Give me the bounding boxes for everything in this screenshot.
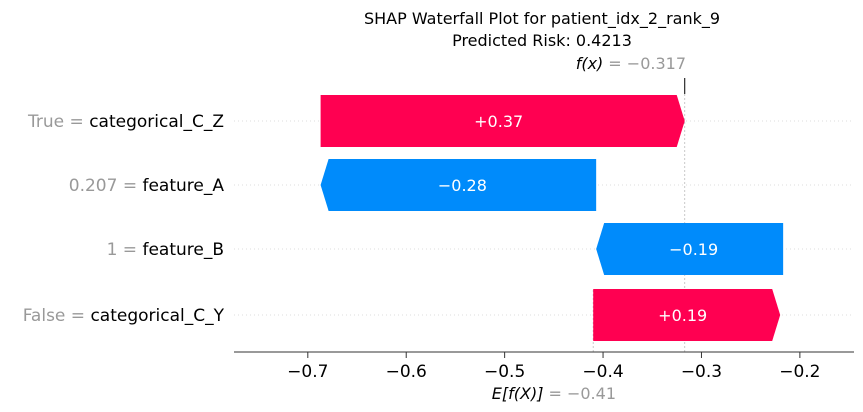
x-tick-label: −0.3 — [681, 362, 722, 382]
feature-label: False = categorical_C_Y — [23, 306, 225, 326]
base-value-annotation: E[f(X)] = −0.41 — [492, 384, 616, 403]
chart-subtitle: Predicted Risk: 0.4213 — [452, 31, 632, 50]
feature-value: False = — [23, 306, 91, 326]
x-tick-label: −0.6 — [386, 362, 427, 382]
bar-value-label: −0.28 — [438, 176, 487, 195]
bar-value-label: −0.19 — [669, 240, 718, 259]
fx-symbol: f(x) — [576, 54, 604, 73]
feature-value: True = — [27, 112, 89, 132]
grid-lines — [234, 121, 854, 315]
efx-symbol: E[f(X)] — [492, 384, 544, 403]
bar-value-label: +0.37 — [474, 112, 523, 131]
x-tick-label: −0.4 — [582, 362, 623, 382]
feature-name: feature_B — [142, 240, 224, 260]
feature-labels: True = categorical_C_Z 0.207 = feature_A 1… — [23, 112, 225, 326]
x-tick-label: −0.5 — [484, 362, 525, 382]
fx-annotation: f(x) = −0.317 — [576, 54, 686, 73]
x-tick-label: −0.2 — [779, 362, 820, 382]
base-value-label: = −0.41 — [548, 384, 616, 403]
x-tick-label: −0.7 — [287, 362, 328, 382]
fx-value-label: = −0.317 — [608, 54, 686, 73]
feature-value: 0.207 = — [69, 176, 143, 196]
feature-name: categorical_C_Y — [90, 306, 224, 326]
feature-label: 1 = feature_B — [107, 240, 224, 260]
x-axis-ticks: −0.7 −0.6 −0.5 −0.4 −0.3 −0.2 — [287, 352, 820, 382]
feature-label: True = categorical_C_Z — [27, 112, 224, 132]
feature-name: categorical_C_Z — [89, 112, 224, 132]
bar-value-label: +0.19 — [658, 306, 707, 325]
bars: +0.37 −0.28 −0.19 +0.19 — [321, 95, 784, 341]
feature-label: 0.207 = feature_A — [69, 176, 225, 196]
chart-title: SHAP Waterfall Plot for patient_idx_2_ra… — [364, 9, 720, 29]
feature-name: feature_A — [142, 176, 224, 196]
feature-value: 1 = — [107, 240, 143, 260]
